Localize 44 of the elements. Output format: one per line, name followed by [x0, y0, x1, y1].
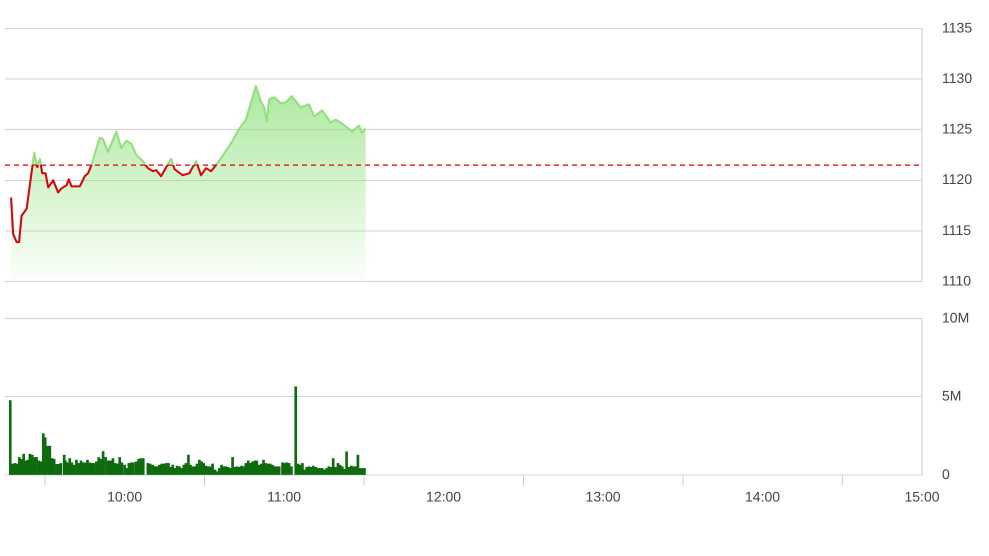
- bar: [134, 462, 138, 475]
- bar: [363, 468, 366, 475]
- bar: [356, 454, 360, 475]
- bar: [176, 466, 178, 475]
- bar: [332, 458, 335, 475]
- y-tick-label: 1135: [942, 19, 972, 36]
- x-tick-label: 15:00: [904, 488, 940, 504]
- bar: [48, 446, 52, 475]
- x-tick-label: 11:00: [267, 488, 302, 504]
- x-tick-label: 13:00: [586, 488, 621, 504]
- bar: [281, 462, 284, 475]
- y-tick-label: 0: [942, 466, 950, 482]
- x-tick-label: 10:00: [107, 488, 142, 504]
- y-tick-label: 5M: [942, 388, 962, 404]
- bar: [244, 463, 248, 475]
- bar: [28, 454, 32, 475]
- bar: [142, 458, 145, 475]
- bar: [288, 463, 290, 475]
- y-tick-label: 1130: [942, 70, 972, 86]
- bar: [8, 400, 12, 475]
- bar: [196, 464, 198, 475]
- bar: [278, 466, 280, 475]
- bar: [102, 451, 104, 475]
- bar: [328, 466, 330, 475]
- bar: [204, 466, 208, 475]
- bar: [35, 457, 38, 475]
- bar: [112, 458, 114, 475]
- bar: [231, 457, 234, 475]
- y-tick-label: 1125: [942, 120, 972, 137]
- bar: [171, 464, 174, 475]
- bar: [44, 437, 47, 475]
- x-tick-label: 12:00: [426, 488, 462, 504]
- y-tick-label: 1115: [942, 222, 972, 238]
- bar: [167, 463, 170, 475]
- y-tick-label: 1120: [942, 171, 972, 188]
- bar: [301, 463, 304, 475]
- y-tick-label: 10M: [942, 309, 970, 326]
- bar: [132, 462, 135, 475]
- x-tick-label: 14:00: [745, 488, 780, 504]
- bar: [262, 460, 265, 475]
- bar: [146, 463, 150, 475]
- bar: [294, 386, 298, 475]
- y-tick-label: 1110: [942, 272, 972, 288]
- bar: [128, 463, 130, 475]
